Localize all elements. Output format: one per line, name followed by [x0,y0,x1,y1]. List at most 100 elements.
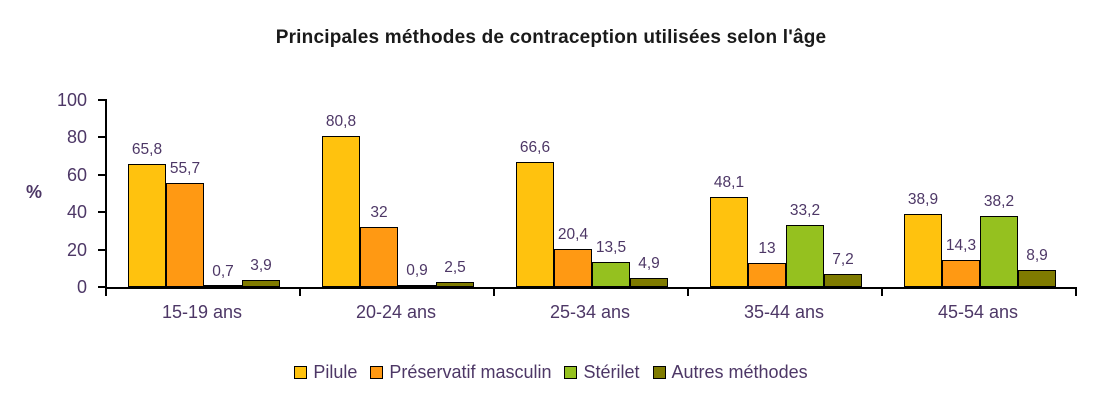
bar-pilule [128,163,166,287]
y-tick-mark [98,286,107,288]
legend-item-autres-methodes: Autres méthodes [652,362,808,383]
y-tick-label: 80 [66,127,87,148]
bar-preservatif-masculin [166,182,204,287]
bar-slot: 3,9 [242,100,280,287]
data-label: 80,8 [325,112,357,130]
bar-slot: 20,4 [554,100,592,287]
bar-preservatif-masculin [942,260,980,287]
data-label: 7,2 [832,250,854,268]
x-tick-mark [1075,289,1077,296]
legend-item-sterilet: Stérilet [564,362,640,383]
y-tick-mark [98,248,107,251]
x-tick-mark [105,289,107,296]
y-tick-mark [98,99,107,101]
bar-preservatif-masculin [748,262,786,287]
x-category-label: 45-54 ans [937,302,1019,322]
bar-sterilet [592,261,630,287]
x-axis-category-labels: 15-19 ans 20-24 ans 25-34 ans 35-44 ans 45-5… [105,302,1075,323]
legend-label: Pilule [313,362,358,382]
y-tick-label: 20 [66,239,87,260]
y-axis-unit-label: % [26,182,43,202]
bar-slot: 38,9 [904,100,942,287]
legend-swatch [564,366,578,379]
data-label: 33,2 [789,201,821,219]
x-tick-mark [881,289,883,296]
legend-swatch [294,366,308,379]
x-category-label: 15-19 ans [161,302,243,322]
bar-sterilet [980,215,1018,287]
data-label: 0,9 [406,262,428,280]
data-label: 13,5 [595,238,627,256]
x-category-label: 35-44 ans [743,302,825,322]
bar-slot: 0,7 [204,100,242,287]
data-label: 4,9 [638,254,660,272]
data-label: 20,4 [557,225,589,243]
bar-group-25-34-ans: 66,6 20,4 13,5 4,9 [495,100,689,287]
chart-title: Principales méthodes de contraception ut… [275,27,827,48]
bar-group-20-24-ans: 80,8 32 0,9 2,5 [301,100,495,287]
data-label: 38,9 [907,191,939,209]
bar-preservatif-masculin [554,248,592,287]
bar-slot: 80,8 [322,100,360,287]
y-tick-mark [98,173,107,176]
legend-swatch [370,366,384,379]
bar-slot: 8,9 [1018,100,1056,287]
data-label: 48,1 [713,174,745,192]
bar-slot: 66,6 [516,100,554,287]
bar-slot: 38,2 [980,100,1018,287]
bar-pilule [516,162,554,287]
data-label: 66,6 [519,139,551,157]
legend-label: Préservatif masculin [389,362,552,382]
bar-slot: 55,7 [166,100,204,287]
bar-group-35-44-ans: 48,1 13 33,2 7,2 [689,100,883,287]
bar-autres-methodes [436,282,474,287]
legend-item-pilule: Pilule [294,362,357,383]
legend-label: Stérilet [583,362,640,382]
y-tick-label: 100 [56,90,87,110]
bar-preservatif-masculin [360,227,398,287]
bar-slot: 65,8 [128,100,166,287]
data-label: 65,8 [131,140,163,158]
x-tick-mark [687,289,689,296]
legend-swatch [652,366,666,379]
bar-slot: 7,2 [824,100,862,287]
data-label: 32 [370,204,388,222]
y-axis: 0 20 40 60 80 100 [0,90,105,297]
data-label: 2,5 [444,259,466,277]
bar-slot: 4,9 [630,100,668,287]
x-tick-mark [493,289,495,296]
legend: Pilule Préservatif masculin Stérilet Autres… [0,362,1102,383]
bar-slot: 48,1 [710,100,748,287]
data-label: 0,7 [212,262,234,280]
y-tick-label: 0 [76,277,87,297]
bar-slot: 0,9 [398,100,436,287]
data-label: 3,9 [250,256,272,274]
y-tick-mark [98,211,107,214]
bar-autres-methodes [242,279,280,287]
bar-slot: 13 [748,100,786,287]
y-tick-label: 40 [66,202,87,223]
bar-slot: 33,2 [786,100,824,287]
x-tick-mark [299,289,301,296]
bar-slot: 13,5 [592,100,630,287]
bar-pilule [322,135,360,287]
x-category-label: 20-24 ans [355,302,437,322]
legend-item-preservatif-masculin: Préservatif masculin [370,362,551,383]
plot-area: 65,8 55,7 0,7 3,9 80,8 32 0,9 2,5 66,6 20,4 13,5 4,… [98,99,1077,296]
data-label: 14,3 [945,237,977,255]
bar-autres-methodes [824,273,862,287]
data-label: 13 [758,239,776,257]
bar-sterilet [204,285,242,287]
bar-slot: 14,3 [942,100,980,287]
bar-sterilet [786,224,824,287]
legend-label: Autres méthodes [671,362,808,382]
data-label: 8,9 [1026,247,1048,265]
data-label: 38,2 [983,192,1015,210]
bar-slot: 2,5 [436,100,474,287]
bar-group-45-54-ans: 38,9 14,3 38,2 8,9 [883,100,1077,287]
bar-group-15-19-ans: 65,8 55,7 0,7 3,9 [107,100,301,287]
y-tick-mark [98,136,107,139]
bar-sterilet [398,285,436,287]
bar-slot: 32 [360,100,398,287]
